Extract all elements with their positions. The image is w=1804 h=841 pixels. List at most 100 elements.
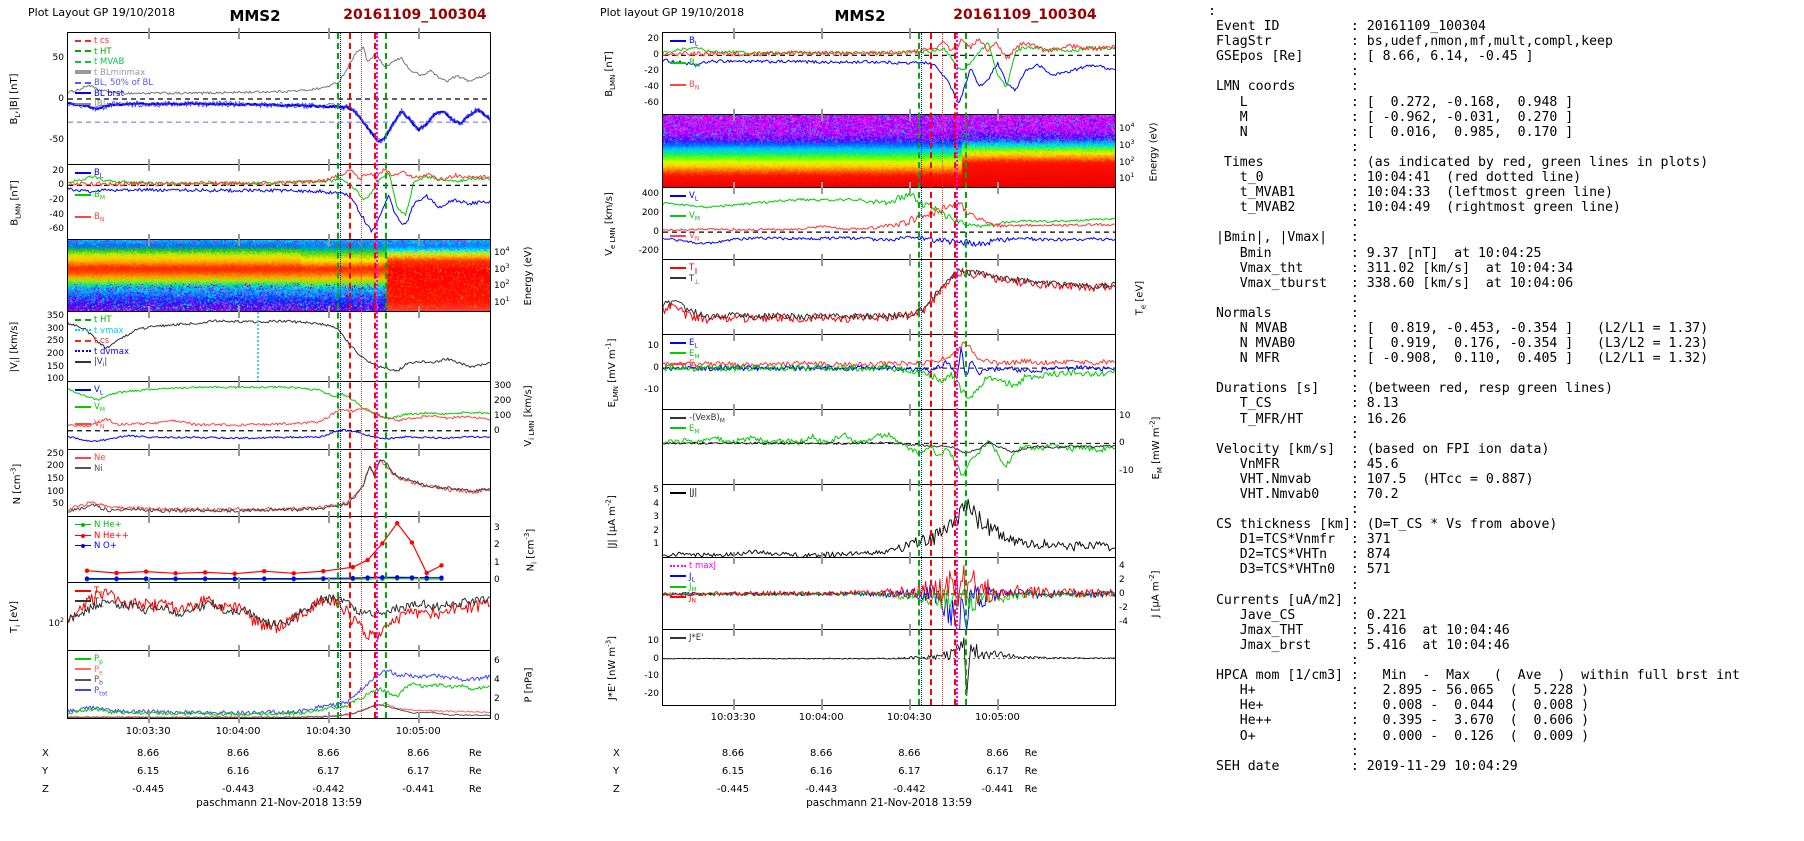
panel-v-lmn: VL VM VN bbox=[67, 381, 491, 451]
marker-NOp bbox=[321, 576, 326, 581]
legend-label: T⊥ bbox=[94, 596, 105, 609]
legend-label: BL, 50% of BL bbox=[94, 78, 154, 88]
coord-value: 8.66 bbox=[137, 748, 160, 759]
legend-label: t HT bbox=[94, 315, 112, 325]
grid-tick bbox=[328, 28, 330, 39]
series-Bmag bbox=[68, 46, 490, 95]
t-maxJ-line bbox=[956, 33, 959, 705]
panel-ion-spectrogram bbox=[67, 239, 491, 313]
legend-swatch bbox=[670, 596, 686, 598]
legend-item: Ni bbox=[75, 464, 103, 474]
legend-item: |J| bbox=[670, 489, 697, 498]
legend-label: |B| bbox=[94, 99, 106, 109]
grid-tick bbox=[148, 512, 150, 523]
coord-value: 6.16 bbox=[810, 766, 833, 777]
legend-item: t HT bbox=[75, 316, 112, 325]
legend-marker-dot bbox=[81, 533, 85, 538]
grid-tick bbox=[733, 255, 735, 266]
marker-NHepp bbox=[321, 569, 326, 574]
coord-value: -0.443 bbox=[221, 784, 255, 795]
series-NHep bbox=[87, 578, 442, 581]
t-MVAB2-line bbox=[965, 33, 968, 705]
axis-tick-label: 100 bbox=[46, 374, 64, 385]
legend-swatch bbox=[75, 689, 91, 691]
series-VL bbox=[68, 428, 490, 442]
legend-swatch bbox=[75, 360, 91, 363]
legend-swatch bbox=[670, 352, 686, 354]
axis-title-j-lmn: J [µA m-2] bbox=[1148, 570, 1162, 618]
ion-spectrogram-canvas bbox=[68, 240, 490, 312]
series-BL bbox=[663, 58, 1115, 104]
panel-b-lmn: BL BM BN bbox=[67, 164, 491, 241]
t-MVAB1-line bbox=[918, 33, 921, 705]
legend-swatch bbox=[670, 416, 686, 419]
axis-tick-label: 150 bbox=[46, 474, 64, 485]
marker-NHepp bbox=[424, 570, 429, 576]
grid-tick bbox=[148, 712, 150, 723]
axis-tick-label: 350 bbox=[46, 310, 64, 321]
legend-swatch bbox=[75, 193, 91, 196]
ve-lmn-plot bbox=[663, 192, 1115, 247]
series-Tpar bbox=[68, 588, 490, 641]
middle-plot-layout-label: Plot layout GP 19/10/2018 bbox=[600, 6, 745, 19]
axis-tick-label: 102 bbox=[48, 617, 64, 630]
marker-NOp bbox=[291, 576, 296, 581]
series-EN bbox=[663, 341, 1115, 368]
axis-tick-label: 2 bbox=[494, 540, 500, 551]
axis-tick-label: 104 bbox=[494, 246, 510, 259]
series-Pe bbox=[68, 702, 490, 718]
grid-tick bbox=[821, 28, 823, 39]
time-tick-label: 10:04:00 bbox=[215, 726, 261, 737]
legend-label: VM bbox=[689, 211, 700, 223]
axis-tick-label: -40 bbox=[49, 209, 64, 220]
legend-label: JM bbox=[689, 582, 697, 594]
legend-label: VL bbox=[689, 191, 699, 203]
axis-tick-label: 3 bbox=[494, 522, 500, 533]
axis-title-pressure: P [nPa] bbox=[523, 666, 534, 703]
legend-item: BN bbox=[75, 213, 104, 225]
axis-tick-label: 0 bbox=[58, 94, 64, 104]
axis-tick-label: 1 bbox=[653, 539, 659, 550]
legend-item: t vmax bbox=[75, 326, 124, 336]
coord-row-label: Z bbox=[42, 784, 49, 795]
marker-NHepp bbox=[143, 569, 149, 574]
marker-NHepp bbox=[380, 541, 385, 546]
axis-tick-label: -200 bbox=[638, 246, 659, 257]
legend-label: BN bbox=[689, 80, 700, 92]
coord-value: -0.442 bbox=[312, 784, 345, 795]
axis-tick-label: 400 bbox=[641, 188, 659, 199]
axis-tick-label: 102 bbox=[1119, 155, 1135, 168]
coord-row-label: Y bbox=[613, 766, 620, 777]
grid-tick bbox=[821, 405, 823, 416]
legend-swatch bbox=[670, 341, 686, 344]
legend-label: JL bbox=[689, 571, 695, 584]
legend-swatch bbox=[670, 491, 686, 494]
grid-tick bbox=[997, 405, 999, 416]
legend-item: N He+ bbox=[75, 521, 122, 530]
legend-label: EM bbox=[689, 423, 700, 436]
legend-label: Ne bbox=[94, 453, 106, 463]
panel-electron-spectrogram bbox=[662, 114, 1116, 189]
axis-tick-label: -50 bbox=[49, 135, 64, 146]
axis-tick-label: 10 bbox=[1119, 410, 1131, 421]
grid-tick bbox=[418, 445, 420, 456]
coord-value: 8.66 bbox=[898, 748, 921, 759]
legend-item: T⊥ bbox=[75, 596, 105, 610]
coord-unit: Re bbox=[468, 784, 482, 795]
series-BL bbox=[68, 187, 490, 233]
legend-item: t dvmax bbox=[75, 347, 129, 357]
legend-label: t HT bbox=[94, 46, 112, 57]
marker-NOp bbox=[262, 576, 267, 581]
coord-value: 6.17 bbox=[317, 766, 340, 777]
te-plot bbox=[663, 267, 1115, 324]
legend-item: VN bbox=[75, 420, 104, 432]
legend-swatch bbox=[670, 362, 686, 365]
grid-tick bbox=[821, 110, 823, 121]
axis-title-bl-b: BL,|B| [nT] bbox=[9, 73, 22, 125]
t-MVAB2-line bbox=[385, 33, 388, 718]
legend-swatch bbox=[75, 388, 91, 391]
axis-tick-label: -2 bbox=[1119, 602, 1128, 613]
marker-NOp bbox=[114, 576, 119, 581]
legend-label: EL bbox=[689, 338, 698, 350]
marker-NOp bbox=[350, 575, 356, 581]
